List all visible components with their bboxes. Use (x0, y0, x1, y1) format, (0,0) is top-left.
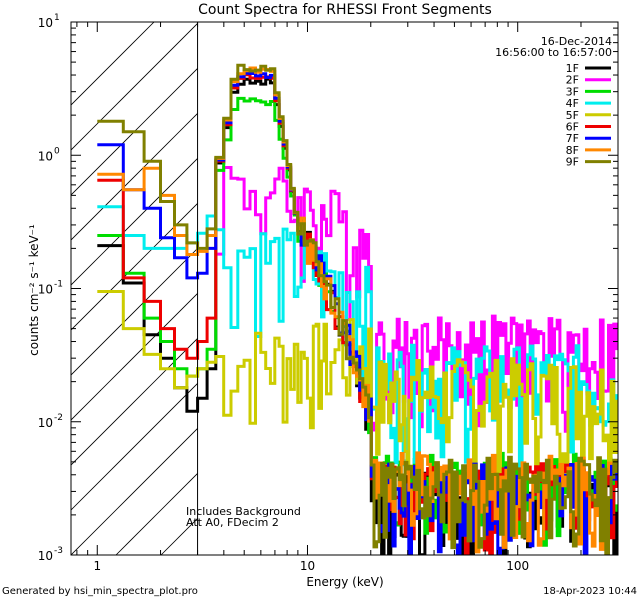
annotation-background: Includes Background (186, 505, 301, 518)
legend-label-6f: 6F (566, 121, 579, 134)
y-tick-label: 10 (38, 16, 53, 30)
legend-label-2f: 2F (566, 74, 579, 87)
legend-label-8f: 8F (566, 144, 579, 157)
hatch-line (71, 157, 198, 286)
series-line-4f (97, 205, 618, 469)
y-tick-exponent: 0 (54, 146, 60, 156)
legend-label-1f: 1F (566, 62, 579, 75)
legend-label-7f: 7F (566, 132, 579, 145)
y-tick-label: 10 (38, 283, 53, 297)
footer-timestamp: 18-Apr-2023 10:44 (543, 586, 637, 597)
hatch-line (71, 202, 198, 331)
y-tick-label: 10 (38, 416, 53, 430)
hatch-line (71, 427, 198, 555)
hatch-line (71, 247, 198, 376)
annotation-attenuator: Att A0, FDecim 2 (186, 516, 279, 529)
footer-generated-by: Generated by hsi_min_spectra_plot.pro (2, 586, 198, 597)
legend-label-3f: 3F (566, 85, 579, 98)
chart-title: Count Spectra for RHESSI Front Segments (198, 2, 492, 18)
legend: 16-Dec-2014 16:56:00 to 16:57:00 1F2F3F4… (495, 35, 612, 169)
x-tick-label: 10 (300, 559, 315, 573)
y-tick-exponent: 1 (54, 13, 60, 23)
series-line-9f (97, 63, 618, 555)
hatch-line (71, 22, 198, 151)
hatch-line (71, 67, 198, 196)
y-tick-label: 10 (38, 549, 53, 563)
legend-date: 16-Dec-2014 (541, 35, 612, 48)
legend-label-5f: 5F (566, 109, 579, 122)
legend-time-range: 16:56:00 to 16:57:00 (495, 46, 612, 59)
y-tick-exponent: -3 (54, 546, 63, 556)
x-axis-label: Energy (keV) (306, 575, 383, 589)
legend-label-9f: 9F (566, 156, 579, 169)
x-tick-label: 1 (93, 559, 101, 573)
y-tick-exponent: -1 (54, 280, 63, 290)
x-tick-label: 100 (506, 559, 529, 573)
y-tick-label: 10 (38, 149, 53, 163)
series-line-5f (97, 290, 618, 482)
hatch-line (71, 22, 155, 106)
hatch-line (71, 382, 198, 511)
hatch-line (71, 112, 198, 241)
series-group (97, 63, 618, 555)
legend-label-4f: 4F (566, 97, 579, 110)
y-tick-exponent: -2 (54, 413, 63, 423)
y-axis-label: counts cm⁻² s⁻¹ keV⁻¹ (27, 224, 41, 356)
